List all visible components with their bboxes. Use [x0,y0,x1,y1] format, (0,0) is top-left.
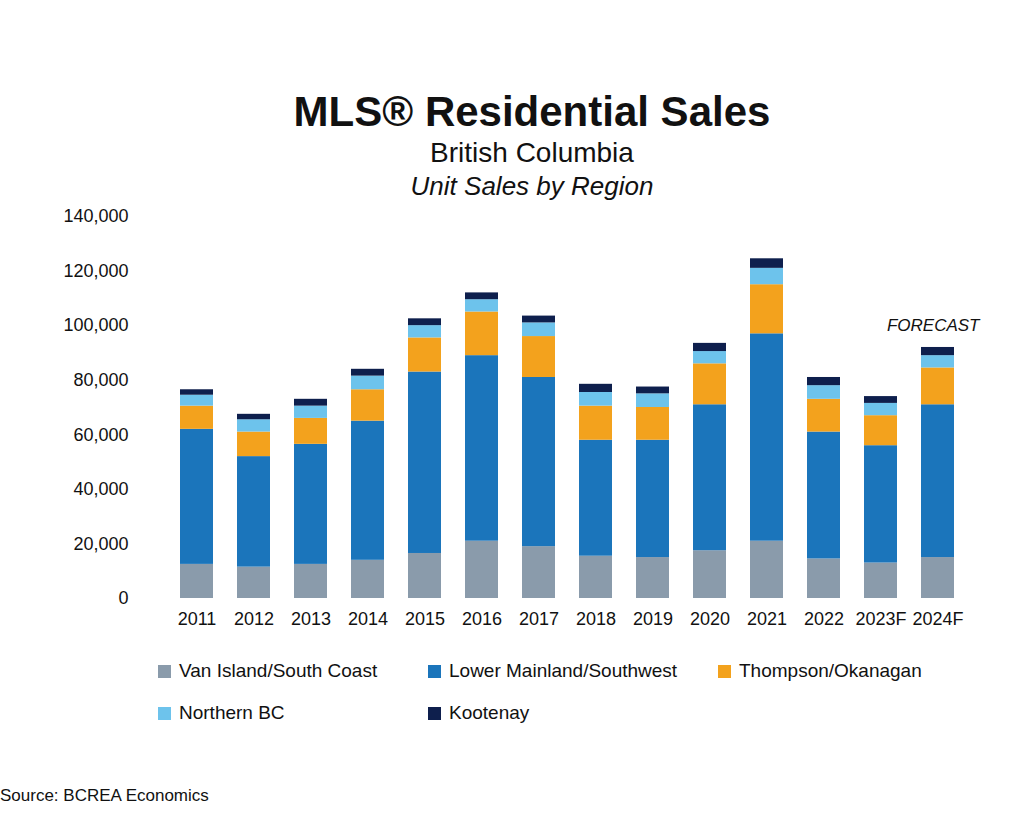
svg-text:2023F: 2023F [855,609,906,629]
svg-text:2014: 2014 [348,609,388,629]
svg-text:20,000: 20,000 [73,534,128,554]
svg-text:2024F: 2024F [912,609,963,629]
svg-text:2018: 2018 [576,609,616,629]
svg-text:40,000: 40,000 [73,479,128,499]
svg-text:2016: 2016 [462,609,502,629]
svg-text:2011: 2011 [178,609,217,629]
svg-text:2013: 2013 [291,609,331,629]
html-text:Unit Sales by Region: Unit Sales by Region [410,171,654,201]
svg-text:2012: 2012 [234,609,274,629]
svg-text:60,000: 60,000 [73,425,128,445]
svg-text:2022: 2022 [804,609,844,629]
svg-text:100,000: 100,000 [63,315,128,335]
svg-text:2015: 2015 [405,609,445,629]
html-text:Kootenay: Kootenay [449,702,530,723]
svg-text:120,000: 120,000 [63,261,128,281]
svg-text:2021: 2021 [747,609,787,629]
html-text:British Columbia: British Columbia [430,137,634,168]
svg-text:0: 0 [118,588,128,608]
svg-text:80,000: 80,000 [73,370,128,390]
html-text:Northern BC: Northern BC [179,702,285,723]
svg-text:140,000: 140,000 [63,206,128,226]
svg-text:2017: 2017 [519,609,559,629]
html-text:Lower Mainland/Southwest: Lower Mainland/Southwest [449,660,678,681]
svg-text:2019: 2019 [633,609,673,629]
html-text:Van Island/South Coast: Van Island/South Coast [179,660,378,681]
svg-text:FORECAST: FORECAST [887,316,981,335]
svg-text:2020: 2020 [690,609,730,629]
html-text:Thompson/Okanagan: Thompson/Okanagan [739,660,922,681]
html-text:Source: BCREA Economics: Source: BCREA Economics [0,786,209,805]
html-text:MLS® Residential Sales: MLS® Residential Sales [293,88,771,135]
